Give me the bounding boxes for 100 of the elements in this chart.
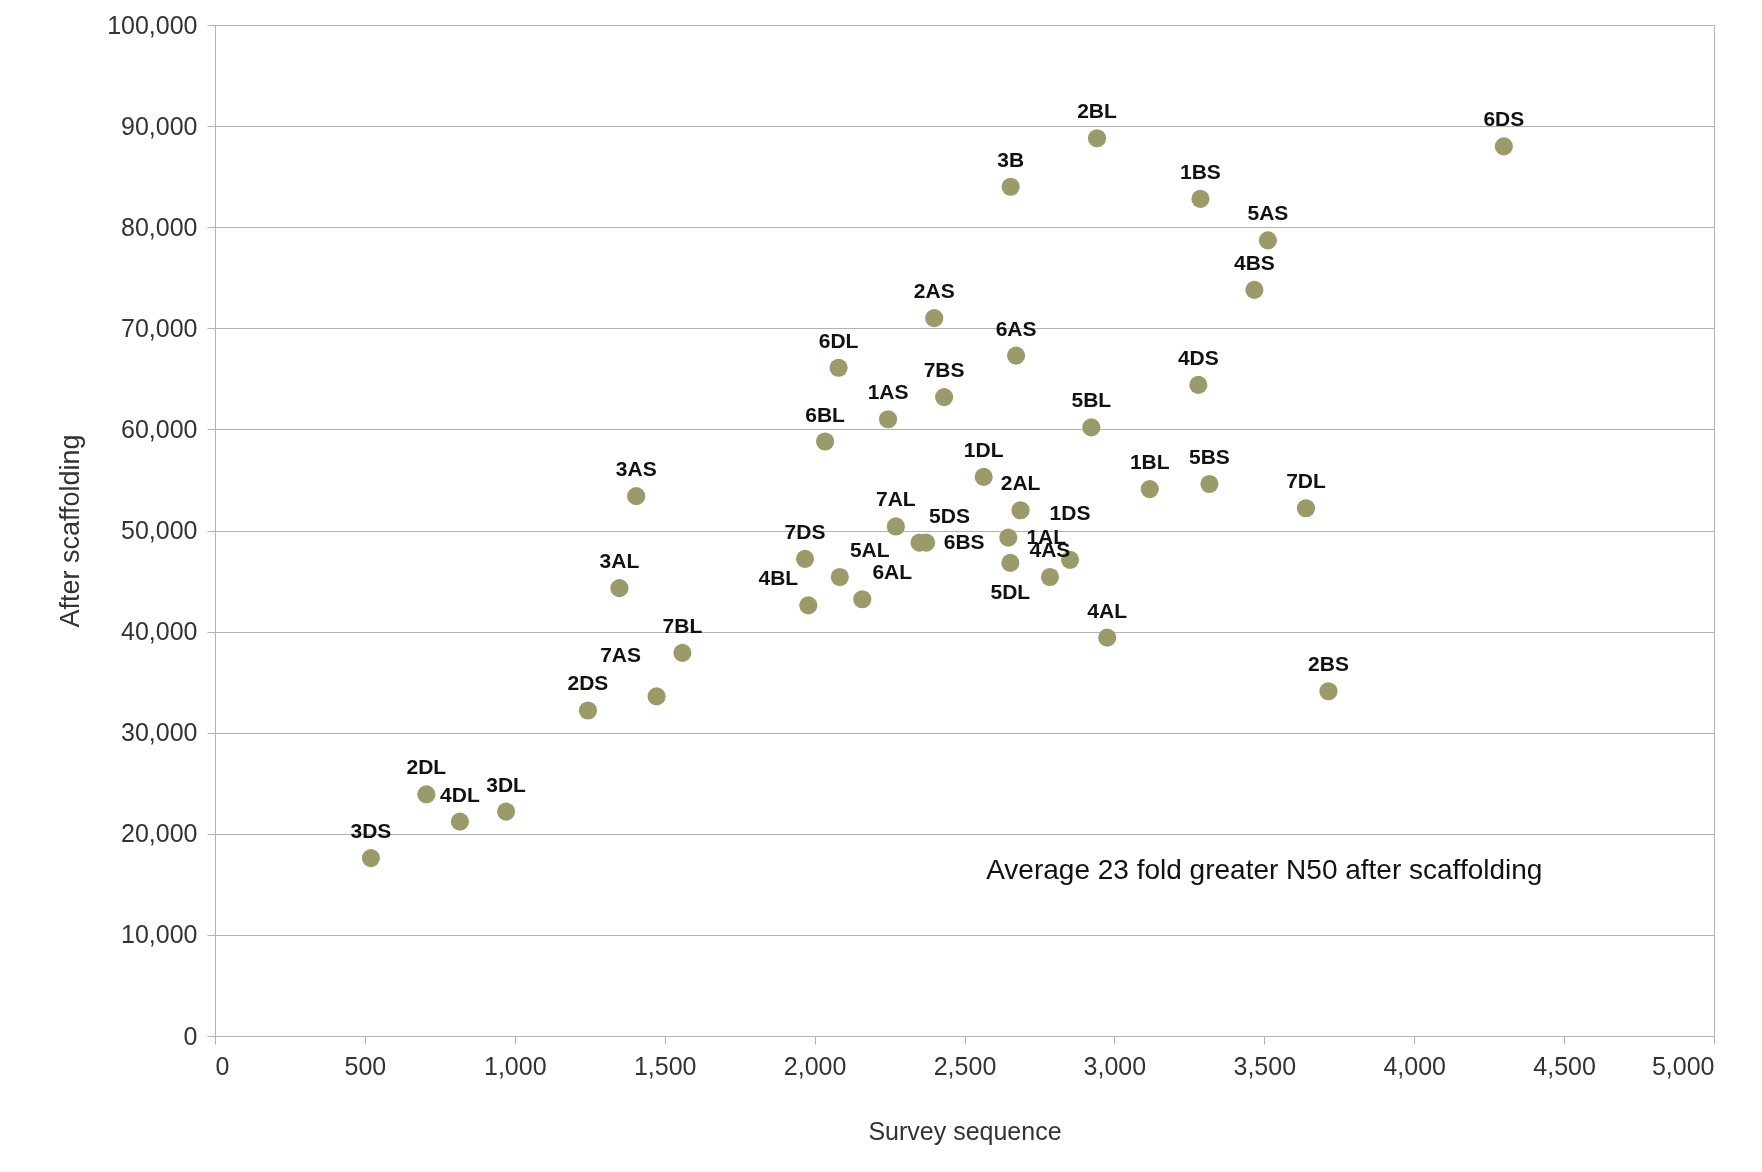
point [830,567,849,587]
annotation: 4BS [1233,250,1275,274]
point [1087,129,1107,148]
point [1191,189,1210,208]
point [1200,474,1219,494]
annotation: 1DS [1049,500,1091,524]
point [999,528,1018,547]
point [627,487,646,506]
point [610,579,629,598]
annotation: 4DL [440,782,480,806]
y-axis-title: After scaffolding [55,434,86,628]
point [799,596,818,615]
y-tick-label: 40,000 [121,617,198,646]
y-tick-label: 10,000 [121,920,198,949]
annotation: 3AS [615,457,657,481]
point [829,358,848,377]
x-axis-title: Survey sequence [868,1116,1062,1145]
annotation: 7DL [1286,469,1326,493]
point [1258,231,1277,250]
y-tick-label: 50,000 [121,516,198,544]
annotation: 4BL [758,566,799,590]
annotation: 5DS [929,503,970,527]
point [673,643,692,662]
annotation: 7DS [784,519,826,543]
x-tick-label: 4,000 [1383,1051,1446,1080]
annotation: 1AS [867,380,909,404]
point [886,517,905,536]
point [450,812,470,831]
annotation: 2DS [567,671,609,695]
point [1011,501,1030,520]
point [1040,567,1060,587]
annotation: 5BL [1071,388,1112,412]
x-tick-label: 500 [344,1051,387,1080]
annotation: 6DS [1483,107,1525,131]
point [1082,418,1101,437]
annotation: 2DL [406,755,447,779]
point [1296,499,1316,518]
annotation: 1DL [963,437,1004,461]
annotation: 5AL [849,538,890,562]
point [578,701,598,720]
x-tick-label: 0 [215,1051,230,1080]
x-tick-label: 3,000 [1083,1051,1147,1080]
annotation: 7BS [923,358,965,382]
point [1189,375,1208,394]
y-tick-label: 70,000 [121,313,198,342]
annotation: 7AL [876,487,916,511]
annotation: 1BL [1129,450,1170,474]
y-tick-label: 30,000 [121,718,198,747]
annotation: 2BS [1308,652,1349,676]
annotation: 3DL [486,772,527,796]
annotation: 6AS [995,316,1037,340]
point [1494,137,1513,156]
annotation: 2AS [913,279,955,303]
point [1001,553,1020,572]
point [361,849,380,868]
annotation: 2AL [1000,471,1041,495]
x-tick-label: 1,000 [484,1051,547,1080]
y-tick-label: 80,000 [121,212,198,241]
point [925,309,944,328]
point [935,387,954,407]
annotation: 2BL [1077,99,1118,123]
x-tick-label: 5,000 [1651,1051,1715,1080]
annotation: 3B [997,147,1025,171]
point [853,590,872,609]
y-tick-label: 0 [183,1021,198,1050]
annotation: 3DS [350,819,392,843]
annotation: 5BS [1189,444,1230,468]
x-tick-label: 4,500 [1533,1051,1596,1080]
point [878,410,898,429]
y-tick-label: 20,000 [121,819,198,848]
point [1140,479,1159,499]
point [1245,280,1264,299]
x-tick-label: 3,500 [1233,1051,1297,1080]
annotation: 3AL [599,549,640,573]
y-tick-label: 100,000 [107,10,198,39]
annotation: 5DL [990,579,1031,603]
point [816,432,835,451]
annotation: 5AS [1247,201,1289,225]
x-tick-label: 2,000 [783,1051,847,1080]
point [497,802,516,821]
annotation: Average 23 fold greater N50 after scaffolding [986,854,1543,886]
point [647,687,666,706]
y-tick-label: 60,000 [121,414,198,443]
point [417,785,436,804]
x-tick-label: 2,500 [933,1051,997,1080]
point [974,467,993,486]
annotation: 6BL [805,402,846,426]
annotation: 4DS [1177,345,1219,369]
annotation: 7AS [600,643,642,667]
annotation: 6AL [872,560,913,584]
point [1006,346,1026,365]
annotation: 6BS [943,529,985,553]
annotation: 1BS [1180,159,1221,183]
annotation: 6DL [818,328,859,352]
point [795,549,815,568]
point [1001,177,1020,196]
y-tick-label: 90,000 [121,111,198,140]
point [1319,682,1338,701]
annotation: 4AL [1087,598,1128,622]
point [1098,628,1117,647]
